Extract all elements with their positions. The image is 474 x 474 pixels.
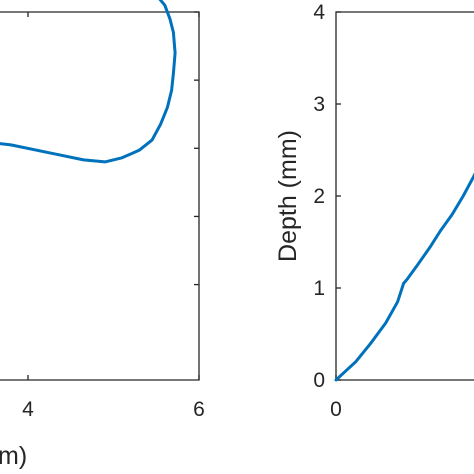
right-plot-y-axis-label: Depth (mm) <box>274 130 302 262</box>
right-plot-axes <box>335 11 474 381</box>
right-x-tick-label: 0 <box>330 398 342 421</box>
left-plot-series-line <box>0 0 177 164</box>
left-x-tick-label: 6 <box>193 398 205 421</box>
left-plot-x-axis-label: m) <box>0 442 27 470</box>
right-plot-x-tick-labels: 0 <box>330 398 342 421</box>
right-y-tick-label: 1 <box>313 277 325 300</box>
right-plot-series-line <box>334 172 474 382</box>
left-plot-x-ticks <box>27 12 200 380</box>
right-y-tick-label: 4 <box>313 1 325 24</box>
left-x-tick-label: 4 <box>22 398 34 421</box>
right-y-tick-label: 0 <box>313 369 325 392</box>
right-plot-y-ticks <box>335 11 341 381</box>
left-plot-right-ticks <box>194 11 199 286</box>
right-y-tick-label: 2 <box>313 185 325 208</box>
left-plot-axes <box>0 11 200 381</box>
right-y-tick-label: 3 <box>313 93 325 116</box>
right-plot-y-tick-labels: 0 1 2 3 4 <box>313 1 325 392</box>
right-plot: 0 1 2 3 4 0 Depth (mm) <box>274 1 474 421</box>
